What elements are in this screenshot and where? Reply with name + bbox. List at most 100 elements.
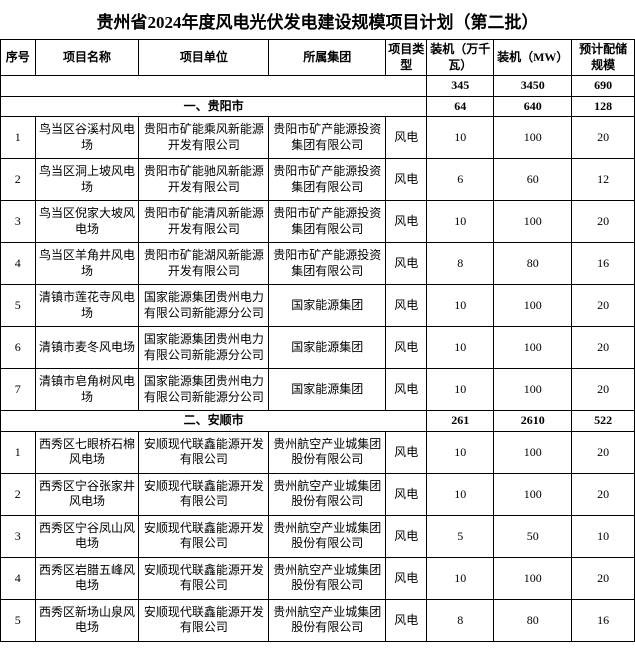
cell-group: 贵阳市矿产能源投资集团有限公司 bbox=[269, 201, 386, 243]
cell-cap1: 10 bbox=[427, 201, 494, 243]
cell-cap2: 80 bbox=[494, 599, 572, 641]
cell-name: 西秀区新场山泉风电场 bbox=[35, 599, 139, 641]
totals-row: 3453450690 bbox=[1, 76, 635, 97]
cell-idx: 2 bbox=[1, 159, 36, 201]
cell-group: 贵州航空产业城集团股份有限公司 bbox=[269, 431, 386, 473]
cell-store: 20 bbox=[572, 117, 635, 159]
table-row: 1鸟当区谷溪村风电场贵阳市矿能乘风新能源开发有限公司贵阳市矿产能源投资集团有限公… bbox=[1, 117, 635, 159]
cell-group: 贵阳市矿产能源投资集团有限公司 bbox=[269, 117, 386, 159]
cell-store: 12 bbox=[572, 159, 635, 201]
cell-idx: 5 bbox=[1, 599, 36, 641]
cell-group: 国家能源集团 bbox=[269, 327, 386, 369]
cell-group: 贵阳市矿产能源投资集团有限公司 bbox=[269, 243, 386, 285]
cell-type: 风电 bbox=[386, 285, 427, 327]
table-row: 3西秀区宁谷凤山风电场安顺现代联鑫能源开发有限公司贵州航空产业城集团股份有限公司… bbox=[1, 515, 635, 557]
cell-type: 风电 bbox=[386, 473, 427, 515]
totals-blank bbox=[1, 76, 427, 97]
table-row: 4鸟当区羊角井风电场贵阳市矿能湖风新能源开发有限公司贵阳市矿产能源投资集团有限公… bbox=[1, 243, 635, 285]
cell-unit: 贵阳市矿能乘风新能源开发有限公司 bbox=[139, 117, 269, 159]
cell-unit: 贵阳市矿能驰风新能源开发有限公司 bbox=[139, 159, 269, 201]
cell-name: 鸟当区洞上坡风电场 bbox=[35, 159, 139, 201]
table-row: 7清镇市皂角树风电场国家能源集团贵州电力有限公司新能源分公司国家能源集团风电10… bbox=[1, 369, 635, 411]
cell-cap1: 10 bbox=[427, 117, 494, 159]
col-group: 所属集团 bbox=[269, 40, 386, 76]
cell-type: 风电 bbox=[386, 369, 427, 411]
cell-store: 20 bbox=[572, 473, 635, 515]
cell-name: 西秀区宁谷张家井风电场 bbox=[35, 473, 139, 515]
cell-name: 鸟当区倪家大坡风电场 bbox=[35, 201, 139, 243]
col-unit: 项目单位 bbox=[139, 40, 269, 76]
col-name: 项目名称 bbox=[35, 40, 139, 76]
table-row: 3鸟当区倪家大坡风电场贵阳市矿能清风新能源开发有限公司贵阳市矿产能源投资集团有限… bbox=[1, 201, 635, 243]
cell-idx: 2 bbox=[1, 473, 36, 515]
cell-name: 西秀区宁谷凤山风电场 bbox=[35, 515, 139, 557]
cell-cap2: 100 bbox=[494, 473, 572, 515]
cell-cap2: 100 bbox=[494, 327, 572, 369]
table-row: 5清镇市莲花寺风电场国家能源集团贵州电力有限公司新能源分公司国家能源集团风电10… bbox=[1, 285, 635, 327]
cell-type: 风电 bbox=[386, 201, 427, 243]
section-cap1: 64 bbox=[427, 96, 494, 117]
cell-type: 风电 bbox=[386, 159, 427, 201]
cell-idx: 7 bbox=[1, 369, 36, 411]
cell-cap2: 100 bbox=[494, 369, 572, 411]
cell-type: 风电 bbox=[386, 243, 427, 285]
section-row: 二、安顺市2612610522 bbox=[1, 411, 635, 432]
cell-unit: 安顺现代联鑫能源开发有限公司 bbox=[139, 599, 269, 641]
cell-name: 西秀区七眼桥石棉风电场 bbox=[35, 431, 139, 473]
cell-unit: 安顺现代联鑫能源开发有限公司 bbox=[139, 431, 269, 473]
col-cap1: 装机（万千瓦） bbox=[427, 40, 494, 76]
table-row: 1西秀区七眼桥石棉风电场安顺现代联鑫能源开发有限公司贵州航空产业城集团股份有限公… bbox=[1, 431, 635, 473]
section-cap2: 640 bbox=[494, 96, 572, 117]
cell-cap1: 8 bbox=[427, 243, 494, 285]
cell-idx: 6 bbox=[1, 327, 36, 369]
section-label: 二、安顺市 bbox=[1, 411, 427, 432]
cell-unit: 安顺现代联鑫能源开发有限公司 bbox=[139, 515, 269, 557]
cell-store: 16 bbox=[572, 599, 635, 641]
cell-cap1: 10 bbox=[427, 557, 494, 599]
section-cap1: 261 bbox=[427, 411, 494, 432]
cell-store: 10 bbox=[572, 515, 635, 557]
cell-unit: 贵阳市矿能湖风新能源开发有限公司 bbox=[139, 243, 269, 285]
cell-store: 20 bbox=[572, 201, 635, 243]
cell-group: 贵州航空产业城集团股份有限公司 bbox=[269, 515, 386, 557]
cell-unit: 安顺现代联鑫能源开发有限公司 bbox=[139, 557, 269, 599]
cell-cap2: 100 bbox=[494, 285, 572, 327]
table-row: 5西秀区新场山泉风电场安顺现代联鑫能源开发有限公司贵州航空产业城集团股份有限公司… bbox=[1, 599, 635, 641]
cell-type: 风电 bbox=[386, 117, 427, 159]
cell-name: 鸟当区羊角井风电场 bbox=[35, 243, 139, 285]
header-row: 序号 项目名称 项目单位 所属集团 项目类型 装机（万千瓦） 装机（MW） 预计… bbox=[1, 40, 635, 76]
cell-cap1: 6 bbox=[427, 159, 494, 201]
cell-unit: 国家能源集团贵州电力有限公司新能源分公司 bbox=[139, 285, 269, 327]
cell-idx: 4 bbox=[1, 557, 36, 599]
section-label: 一、贵阳市 bbox=[1, 96, 427, 117]
cell-cap2: 100 bbox=[494, 201, 572, 243]
cell-cap2: 100 bbox=[494, 117, 572, 159]
cell-idx: 5 bbox=[1, 285, 36, 327]
cell-store: 16 bbox=[572, 243, 635, 285]
cell-cap2: 100 bbox=[494, 431, 572, 473]
col-type: 项目类型 bbox=[386, 40, 427, 76]
cell-store: 20 bbox=[572, 285, 635, 327]
cell-cap1: 10 bbox=[427, 431, 494, 473]
section-store: 522 bbox=[572, 411, 635, 432]
cell-idx: 3 bbox=[1, 201, 36, 243]
cell-store: 20 bbox=[572, 327, 635, 369]
col-idx: 序号 bbox=[1, 40, 36, 76]
cell-store: 20 bbox=[572, 431, 635, 473]
cell-group: 国家能源集团 bbox=[269, 285, 386, 327]
cell-name: 清镇市皂角树风电场 bbox=[35, 369, 139, 411]
col-cap2: 装机（MW） bbox=[494, 40, 572, 76]
totals-cap1: 345 bbox=[427, 76, 494, 97]
cell-cap1: 10 bbox=[427, 327, 494, 369]
cell-name: 西秀区岩腊五峰风电场 bbox=[35, 557, 139, 599]
project-table: 序号 项目名称 项目单位 所属集团 项目类型 装机（万千瓦） 装机（MW） 预计… bbox=[0, 39, 635, 642]
cell-cap2: 100 bbox=[494, 557, 572, 599]
cell-store: 20 bbox=[572, 369, 635, 411]
totals-cap2: 3450 bbox=[494, 76, 572, 97]
section-row: 一、贵阳市64640128 bbox=[1, 96, 635, 117]
cell-unit: 国家能源集团贵州电力有限公司新能源分公司 bbox=[139, 327, 269, 369]
cell-cap2: 50 bbox=[494, 515, 572, 557]
section-store: 128 bbox=[572, 96, 635, 117]
cell-cap1: 10 bbox=[427, 473, 494, 515]
cell-type: 风电 bbox=[386, 599, 427, 641]
